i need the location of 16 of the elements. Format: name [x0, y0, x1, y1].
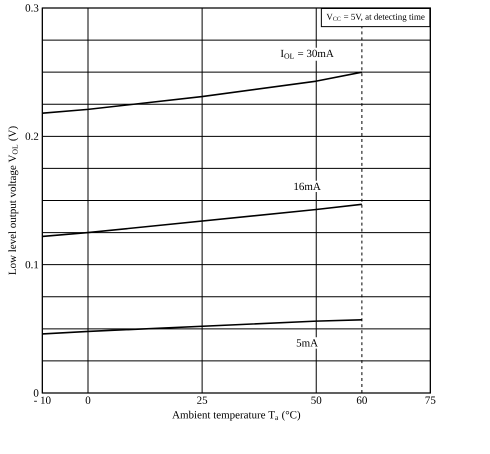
- series-label: I$_{OL}$ = 30mA: [280, 50, 334, 59]
- y-axis-title: Low level output voltage V$_{OL}$ (V): [8, 126, 18, 275]
- y-tick-label: 0.3: [26, 4, 38, 12]
- annotation: V$_{CC}$ = 5V, at detecting time: [326, 13, 425, 22]
- x-tick-label: 25: [197, 396, 208, 404]
- x-tick-label: - 10: [34, 396, 51, 404]
- x-axis-title: Ambient temperature T$_{a}$ (°C): [172, 410, 300, 421]
- series-label: 16mA: [294, 182, 321, 190]
- y-tick-label: 0.2: [26, 132, 38, 140]
- x-tick-label: 75: [426, 396, 436, 404]
- y-tick-label: 0: [34, 389, 38, 397]
- series-label: 5mA: [296, 339, 318, 347]
- y-tick-label: 0.1: [26, 260, 38, 268]
- x-tick-label: 50: [311, 396, 322, 404]
- x-tick-label: 60: [356, 396, 367, 404]
- x-tick-label: 0: [86, 396, 90, 404]
